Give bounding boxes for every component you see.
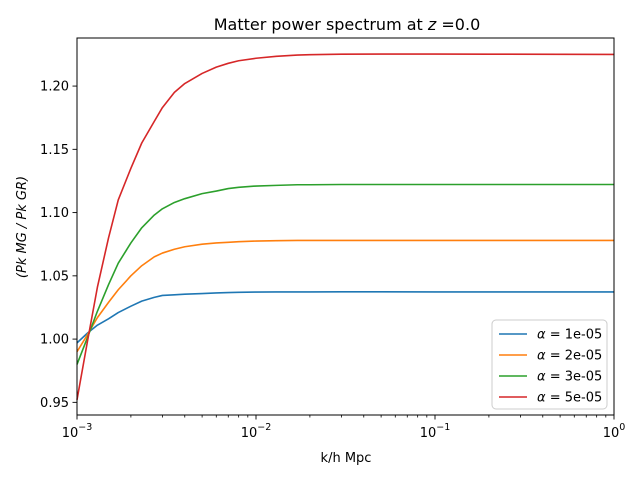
- y-tick-label: 1.20: [40, 80, 69, 95]
- legend-label-2: α = 2e-05: [537, 349, 602, 364]
- legend-alpha-symbol: α: [537, 328, 546, 343]
- x-tick-base: 10: [420, 426, 437, 441]
- x-tick-label: 10−3: [62, 422, 93, 441]
- x-tick-base: 10: [62, 426, 79, 441]
- y-axis-label: (Pk MG / Pk GR): [15, 176, 30, 278]
- legend-alpha-symbol: α: [537, 391, 546, 406]
- x-tick-base: 10: [603, 426, 620, 441]
- legend-value: = 2e-05: [546, 349, 603, 364]
- legend-value: = 3e-05: [546, 370, 603, 385]
- x-tick-label: 100: [603, 422, 626, 441]
- x-tick-base: 10: [241, 426, 258, 441]
- legend-alpha-symbol: α: [537, 349, 546, 364]
- chart-title-variable: z: [427, 15, 437, 34]
- chart-title-prefix: Matter power spectrum at: [214, 15, 428, 34]
- legend: α = 1e-05α = 2e-05α = 3e-05α = 5e-05: [491, 319, 608, 410]
- legend-label-1: α = 1e-05: [537, 328, 602, 343]
- series-line-2: [76, 239, 614, 353]
- legend-alpha-symbol: α: [537, 370, 546, 385]
- x-tick-exponent: −2: [257, 422, 271, 433]
- x-tick-exponent: 0: [619, 422, 625, 433]
- y-tick-label: 1.05: [40, 269, 69, 284]
- y-tick-label: 1.00: [40, 333, 69, 348]
- y-tick-label: 1.10: [40, 206, 69, 221]
- series-line-4: [76, 53, 615, 400]
- legend-value: = 5e-05: [546, 391, 603, 406]
- chart-title-suffix: =0.0: [436, 15, 480, 34]
- x-tick-exponent: −3: [78, 422, 92, 433]
- plot-frame: [76, 37, 615, 416]
- y-axis: 0.95 1.00 1.05 1.10 1.15 1.20: [40, 80, 77, 411]
- legend-value: = 1e-05: [546, 328, 603, 343]
- x-tick-label: 10−2: [241, 422, 272, 441]
- series-layer: [76, 53, 615, 400]
- legend-box: [491, 319, 608, 410]
- x-tick-exponent: −1: [436, 422, 450, 433]
- series-line-3: [76, 183, 614, 365]
- legend-label-3: α = 3e-05: [537, 370, 602, 385]
- x-axis: 10−3 10−2 10−1 100: [62, 415, 626, 441]
- x-axis-label: k/h Mpc: [321, 451, 372, 466]
- series-line-1: [76, 290, 614, 344]
- y-tick-label: 1.15: [40, 143, 69, 158]
- legend-label-4: α = 5e-05: [537, 391, 602, 406]
- y-tick-label: 0.95: [40, 396, 69, 411]
- x-tick-label: 10−1: [420, 422, 451, 441]
- chart-title: Matter power spectrum at z =0.0: [214, 15, 481, 34]
